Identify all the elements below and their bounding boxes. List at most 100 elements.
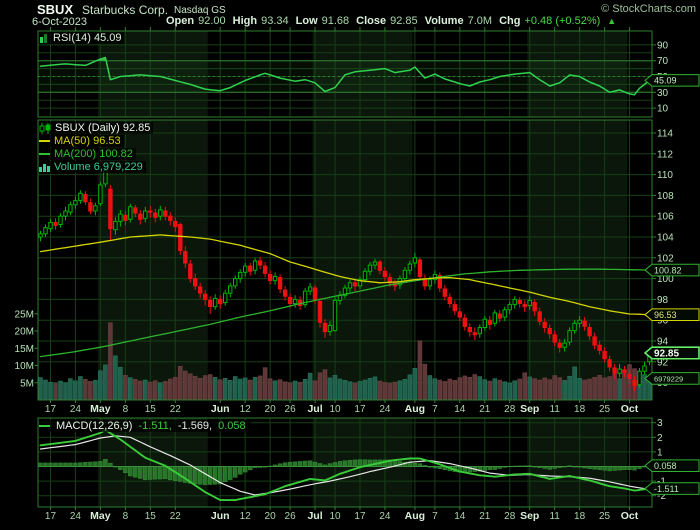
svg-text:17: 17	[45, 511, 57, 522]
macd-hist-value: 0.058	[218, 420, 246, 432]
company-name: Starbucks Corp.	[82, 3, 169, 17]
svg-text:17: 17	[354, 511, 366, 522]
moving-averages	[39, 234, 651, 358]
change-value: +0.48 (+0.52%)	[524, 15, 601, 27]
svg-text:10: 10	[329, 511, 341, 522]
quote-summary: Open 92.00 High 93.34 Low 91.68 Close 92…	[166, 15, 616, 27]
legend-ma200-label: MA(200) 100.82	[54, 148, 133, 160]
macd-legend: MACD(12,26,9) -1.511, -1.569, 0.058	[39, 420, 251, 432]
volume-value: 7.0M	[467, 15, 493, 27]
open-value: 92.00	[198, 15, 226, 27]
svg-text:-1.511: -1.511	[654, 484, 679, 494]
svg-text:Jun: Jun	[211, 403, 230, 415]
ticker-symbol: SBUX	[37, 2, 74, 17]
svg-text:1: 1	[657, 447, 663, 458]
exchange-name: Nasdaq GS	[174, 5, 226, 16]
legend-ma50-label: MA(50) 96.53	[54, 135, 121, 147]
svg-text:26: 26	[285, 511, 297, 522]
candlestick-icon	[39, 122, 51, 134]
svg-text:112: 112	[657, 149, 673, 160]
axes: 9070503010114112110108106104102100989694…	[15, 27, 674, 522]
volume-bars	[38, 322, 652, 401]
svg-text:Oct: Oct	[621, 510, 639, 522]
svg-text:30: 30	[657, 88, 669, 99]
svg-text:Jul: Jul	[307, 403, 322, 415]
svg-text:21: 21	[479, 404, 491, 415]
svg-text:28: 28	[504, 511, 516, 522]
legend-volume-label: Volume 6,979,229	[54, 161, 143, 173]
macd-signal-value: -1.569,	[177, 420, 213, 432]
chart-date: 6-Oct-2023	[32, 16, 88, 28]
low-label: Low	[295, 15, 318, 27]
macd-panel	[38, 429, 652, 502]
svg-text:Sep: Sep	[520, 403, 539, 415]
ma200-line-icon	[39, 153, 50, 155]
svg-text:26: 26	[285, 404, 297, 415]
svg-text:20M: 20M	[15, 327, 34, 338]
svg-text:21: 21	[479, 511, 491, 522]
change-label: Chg	[499, 15, 521, 27]
macd-value: -1.511,	[138, 420, 172, 432]
svg-text:24: 24	[379, 404, 391, 415]
svg-text:94: 94	[657, 337, 669, 348]
svg-text:7: 7	[432, 404, 438, 415]
macd-legend-label: MACD(12,26,9)	[56, 420, 133, 432]
candles	[38, 167, 652, 391]
svg-text:May: May	[90, 403, 111, 415]
svg-text:18: 18	[574, 511, 586, 522]
svg-text:22: 22	[170, 404, 182, 415]
svg-text:11: 11	[549, 511, 560, 522]
rsi-panel	[38, 56, 652, 96]
high-label: High	[232, 15, 258, 27]
svg-text:25: 25	[599, 511, 611, 522]
svg-text:17: 17	[354, 404, 366, 415]
legend-row-ma200: MA(200) 100.82	[39, 148, 136, 160]
svg-text:Jun: Jun	[211, 510, 230, 522]
svg-text:5M: 5M	[20, 378, 34, 389]
svg-text:90: 90	[657, 40, 669, 51]
legend-price-label: SBUX (Daily) 92.85	[55, 122, 151, 134]
svg-text:15: 15	[145, 404, 157, 415]
svg-text:May: May	[90, 510, 111, 522]
svg-text:98: 98	[657, 295, 669, 306]
svg-text:24: 24	[70, 404, 82, 415]
rsi-legend-label: RSI(14) 45.09	[53, 32, 122, 44]
svg-text:106: 106	[657, 212, 674, 223]
svg-text:Jul: Jul	[307, 510, 322, 522]
ma50-line-icon	[39, 140, 50, 142]
svg-text:20: 20	[265, 511, 277, 522]
copyright-link: © StockCharts.com	[601, 3, 696, 15]
svg-text:Aug: Aug	[405, 510, 425, 522]
high-value: 93.34	[261, 15, 289, 27]
svg-text:0.058: 0.058	[654, 461, 677, 471]
macd-line-icon	[39, 425, 50, 427]
low-value: 91.68	[321, 15, 350, 27]
svg-text:17: 17	[45, 404, 57, 415]
svg-text:108: 108	[657, 191, 674, 202]
svg-text:7: 7	[432, 511, 438, 522]
svg-text:3: 3	[657, 418, 663, 429]
svg-text:14: 14	[454, 511, 466, 522]
svg-text:Aug: Aug	[405, 403, 425, 415]
svg-text:Sep: Sep	[520, 510, 539, 522]
svg-text:92.85: 92.85	[654, 348, 679, 359]
rsi-icon	[39, 33, 49, 43]
svg-text:2: 2	[657, 433, 663, 444]
svg-text:102: 102	[657, 253, 674, 264]
svg-text:100: 100	[657, 274, 674, 285]
svg-text:24: 24	[379, 511, 391, 522]
svg-text:12: 12	[240, 511, 252, 522]
svg-text:10: 10	[657, 104, 669, 115]
svg-text:28: 28	[504, 404, 516, 415]
svg-text:96: 96	[657, 316, 669, 327]
svg-text:104: 104	[657, 233, 674, 244]
svg-text:25M: 25M	[15, 309, 34, 320]
close-value: 92.85	[390, 15, 418, 27]
open-label: Open	[166, 15, 195, 27]
svg-text:11: 11	[549, 404, 560, 415]
volume-bars-icon	[39, 162, 50, 172]
close-label: Close	[356, 15, 387, 27]
svg-text:70: 70	[657, 56, 669, 67]
svg-text:100.82: 100.82	[654, 265, 682, 275]
